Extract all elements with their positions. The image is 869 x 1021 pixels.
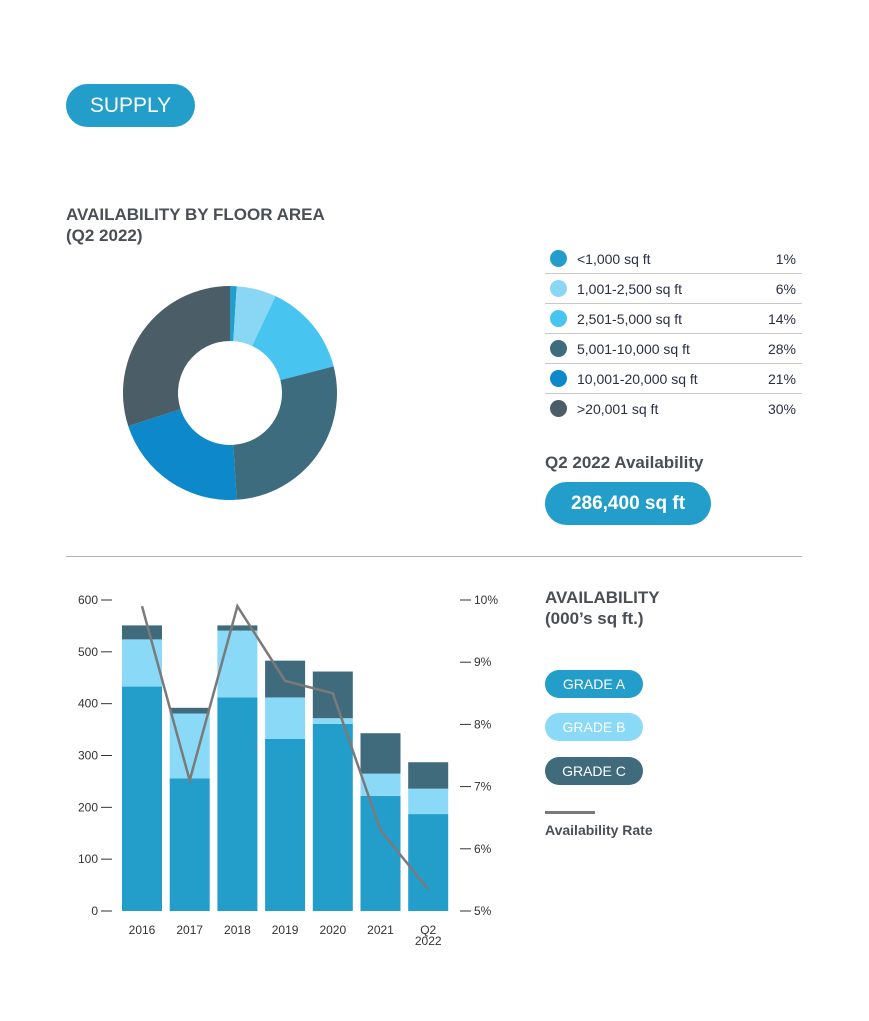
bar-segment [169,713,210,779]
x-tick-label: 2016 [129,923,156,937]
bar-chart: 0 100 200 300 400 500 600 5% 6% 7% 8% 9% 10% 2016 2017… [78,593,498,948]
bar-segment [122,686,162,911]
bar-title-line2: (000’s sq ft.) [545,609,644,628]
y2-tick-label: 6% [474,842,492,856]
bar-segment [265,738,306,911]
availability-label: Q2 2022 Availability [545,453,704,472]
legend-pct: 14% [767,310,796,327]
legend-rate-line [545,811,595,814]
y-tick-label: 300 [78,749,98,763]
x-tick-label: 2019 [272,923,299,937]
divider [66,556,802,557]
legend-pct: 30% [767,400,796,417]
y-tick-label: 0 [91,904,98,918]
legend-dot-icon [550,250,567,267]
bar-segment [265,697,306,739]
availability-rate-line [140,603,430,891]
legend-grade-a: GRADE A [545,670,643,698]
donut-slice [230,286,237,342]
y-tick-label: 100 [78,852,98,866]
y2-tick-label: 9% [474,655,492,669]
bar-segment [169,707,210,714]
legend-dot-icon [550,310,567,327]
bar-segment [360,773,401,796]
donut-title-line2: (Q2 2022) [66,226,143,245]
x-tick-label: 2020 [319,923,346,937]
legend-item: 5,001-10,000 sq ft 28% [545,334,802,364]
legend-pct: 1% [775,250,796,267]
legend-item: <1,000 sq ft 1% [545,244,802,274]
legend-dot-icon [550,400,567,417]
y2-tick-label: 10% [474,593,498,607]
availability-value: 286,400 sq ft [545,482,711,525]
y-tick-label: 600 [78,593,98,607]
legend-item: 2,501-5,000 sq ft 14% [545,304,802,334]
legend-item: 10,001-20,000 sq ft 21% [545,364,802,394]
legend-label: 5,001-10,000 sq ft [577,340,690,357]
legend-item: 1,001-2,500 sq ft 6% [545,274,802,304]
legend-dot-icon [550,340,567,357]
legend-label: <1,000 sq ft [577,250,651,267]
x-tick-label: 2021 [367,923,394,937]
donut-slice [252,296,334,381]
bar-segment [122,625,162,640]
donut-legend: <1,000 sq ft 1% 1,001-2,500 sq ft 6% 2,501-5… [545,244,802,423]
bar-title: AVAILABILITY (000’s sq ft.) [545,587,660,629]
y2-tick-label: 7% [474,780,492,794]
bar-segment [360,795,401,911]
bar-title-line1: AVAILABILITY [545,588,660,607]
legend-label: 10,001-20,000 sq ft [577,370,698,387]
legend-pct: 21% [767,370,796,387]
bar-segment [408,762,449,789]
donut-chart [122,286,337,500]
legend-pct: 6% [775,280,796,297]
donut-title: AVAILABILITY BY FLOOR AREA (Q2 2022) [66,204,325,246]
x-tick-label: Q2 [420,923,436,937]
legend-pct: 28% [767,340,796,357]
x-tick-label: 2018 [224,923,251,937]
legend-dot-icon [550,280,567,297]
donut-slice [233,286,276,346]
bar-segment [169,778,210,911]
y-tick-label: 200 [78,800,98,814]
supply-badge: SUPPLY [66,84,195,127]
donut-title-line1: AVAILABILITY BY FLOOR AREA [66,205,325,224]
y2-tick-label: 5% [474,904,492,918]
donut-slice [122,286,230,427]
y2-tick-label: 8% [474,717,492,731]
bar-segment [217,625,258,631]
bar-segment [360,733,401,774]
bar-segment [122,639,162,687]
bar-segment [408,814,449,911]
y-tick-label: 400 [78,697,98,711]
legend-rate-label: Availability Rate [545,822,653,838]
donut-slice [128,409,237,500]
legend-dot-icon [550,370,567,387]
x-tick-label: 2017 [176,923,203,937]
y-tick-label: 500 [78,645,98,659]
legend-grade-c: GRADE C [545,757,643,785]
bar-segment [312,723,353,911]
bar-segment [217,630,258,698]
legend-item: >20,001 sq ft 30% [545,394,802,423]
x-tick-label: 2022 [415,934,442,948]
donut-slice [233,366,337,500]
legend-grade-b: GRADE B [545,713,643,741]
legend-label: 1,001-2,500 sq ft [577,280,683,297]
bar-segment [408,788,449,815]
legend-label: >20,001 sq ft [577,400,659,417]
bar-segment [312,718,353,724]
legend-label: 2,501-5,000 sq ft [577,310,683,327]
bar-segment [217,697,258,911]
